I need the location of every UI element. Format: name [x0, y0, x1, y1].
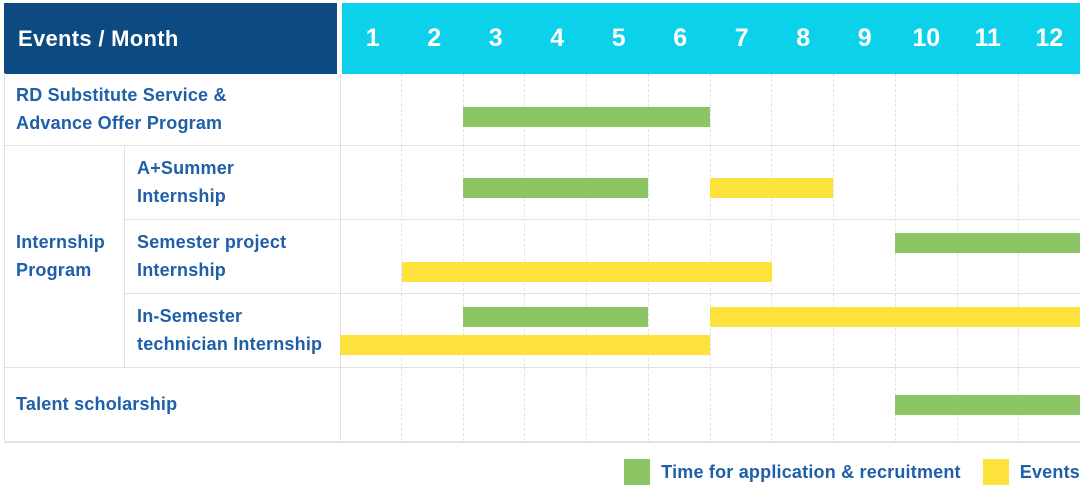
month-header-cell-1: 1 — [365, 24, 380, 52]
row-divider — [4, 145, 1080, 146]
table-left-border — [4, 73, 5, 441]
group-label-line: Internship — [16, 232, 106, 252]
month-header-cell-2: 2 — [427, 24, 442, 52]
month-header-cell-9: 9 — [857, 24, 872, 52]
row-divider — [124, 293, 1080, 294]
grid-column-2 — [402, 74, 464, 441]
row-label-semester-project-internship: Semester project Internship — [124, 219, 340, 293]
grid-column-9 — [834, 74, 896, 441]
month-header-cell-7: 7 — [734, 24, 749, 52]
grid-column-5 — [587, 74, 649, 441]
events-month-header-label: Events / Month — [18, 25, 179, 51]
row-divider — [4, 367, 1080, 368]
row-label-talent-scholarship: Talent scholarship — [4, 367, 340, 441]
group-sub-divider — [124, 145, 125, 367]
row-label-rd-substitute: RD Substitute Service & Advance Offer Pr… — [4, 73, 340, 145]
legend-swatch-event — [982, 459, 1009, 485]
bar-in-semester-technician-internship-event — [710, 307, 1080, 327]
row-label-line: Semester project — [137, 232, 287, 252]
row-label-line: Internship — [137, 260, 227, 280]
grid-column-8 — [772, 74, 834, 441]
legend-swatch-application — [624, 459, 651, 485]
month-header-cell-11: 11 — [974, 24, 1001, 52]
month-header-cell-6: 6 — [673, 24, 688, 52]
month-header-cell-4: 4 — [550, 24, 565, 52]
bar-semester-project-internship-application — [895, 233, 1080, 253]
row-label-in-semester-technician-internship: In-Semester technician Internship — [124, 293, 340, 367]
grid-column-4 — [525, 74, 587, 441]
row-label-line: In-Semester — [137, 306, 243, 326]
chart-grid — [340, 74, 1080, 441]
bar-in-semester-technician-internship-application — [463, 307, 649, 327]
bar-talent-scholarship-application — [895, 395, 1080, 415]
table-bottom-border — [4, 441, 1080, 443]
grid-column-3 — [464, 74, 526, 441]
bar-a-summer-internship-event — [710, 178, 834, 198]
grid-column-6 — [649, 74, 711, 441]
row-divider — [124, 219, 1080, 220]
row-label-line: Advance Offer Program — [16, 113, 223, 133]
row-label-line: RD Substitute Service & — [16, 85, 227, 105]
legend-label-application: Time for application & recruitment — [661, 461, 961, 482]
row-label-line: Talent scholarship — [16, 394, 178, 414]
legend-item-event: Events — [982, 459, 1080, 485]
bar-a-summer-internship-application — [463, 178, 649, 198]
bar-in-semester-technician-internship-event — [340, 335, 710, 355]
bar-semester-project-internship-event — [401, 262, 772, 282]
month-header-cell-3: 3 — [488, 24, 503, 52]
row-label-line: technician Internship — [137, 334, 323, 354]
group-label-internship-program: Internship Program — [4, 145, 124, 367]
group-label-line: Program — [16, 260, 92, 280]
month-header-cell-12: 12 — [1035, 24, 1064, 52]
bar-rd-substitute-application — [463, 107, 710, 127]
legend-label-event: Events — [1019, 461, 1080, 482]
month-header-cell-5: 5 — [611, 24, 626, 52]
legend: Time for application & recruitment Events — [624, 454, 1080, 490]
grid-column-1 — [340, 74, 402, 441]
legend-item-application: Time for application & recruitment — [624, 459, 961, 485]
row-label-line: Internship — [137, 186, 227, 206]
month-header-cell-8: 8 — [796, 24, 811, 52]
month-header-cell-10: 10 — [912, 24, 941, 52]
row-label-a-summer-internship: A+Summer Internship — [124, 145, 340, 219]
grid-column-11 — [958, 74, 1020, 441]
label-chart-divider — [340, 74, 341, 441]
grid-column-7 — [711, 74, 773, 441]
month-header-row: 1 2 3 4 5 6 7 8 9 10 11 12 — [342, 3, 1080, 74]
row-label-line: A+Summer — [137, 158, 235, 178]
grid-column-10 — [896, 74, 958, 441]
events-month-header-cell: Events / Month — [4, 3, 337, 74]
grid-column-12 — [1019, 74, 1080, 441]
